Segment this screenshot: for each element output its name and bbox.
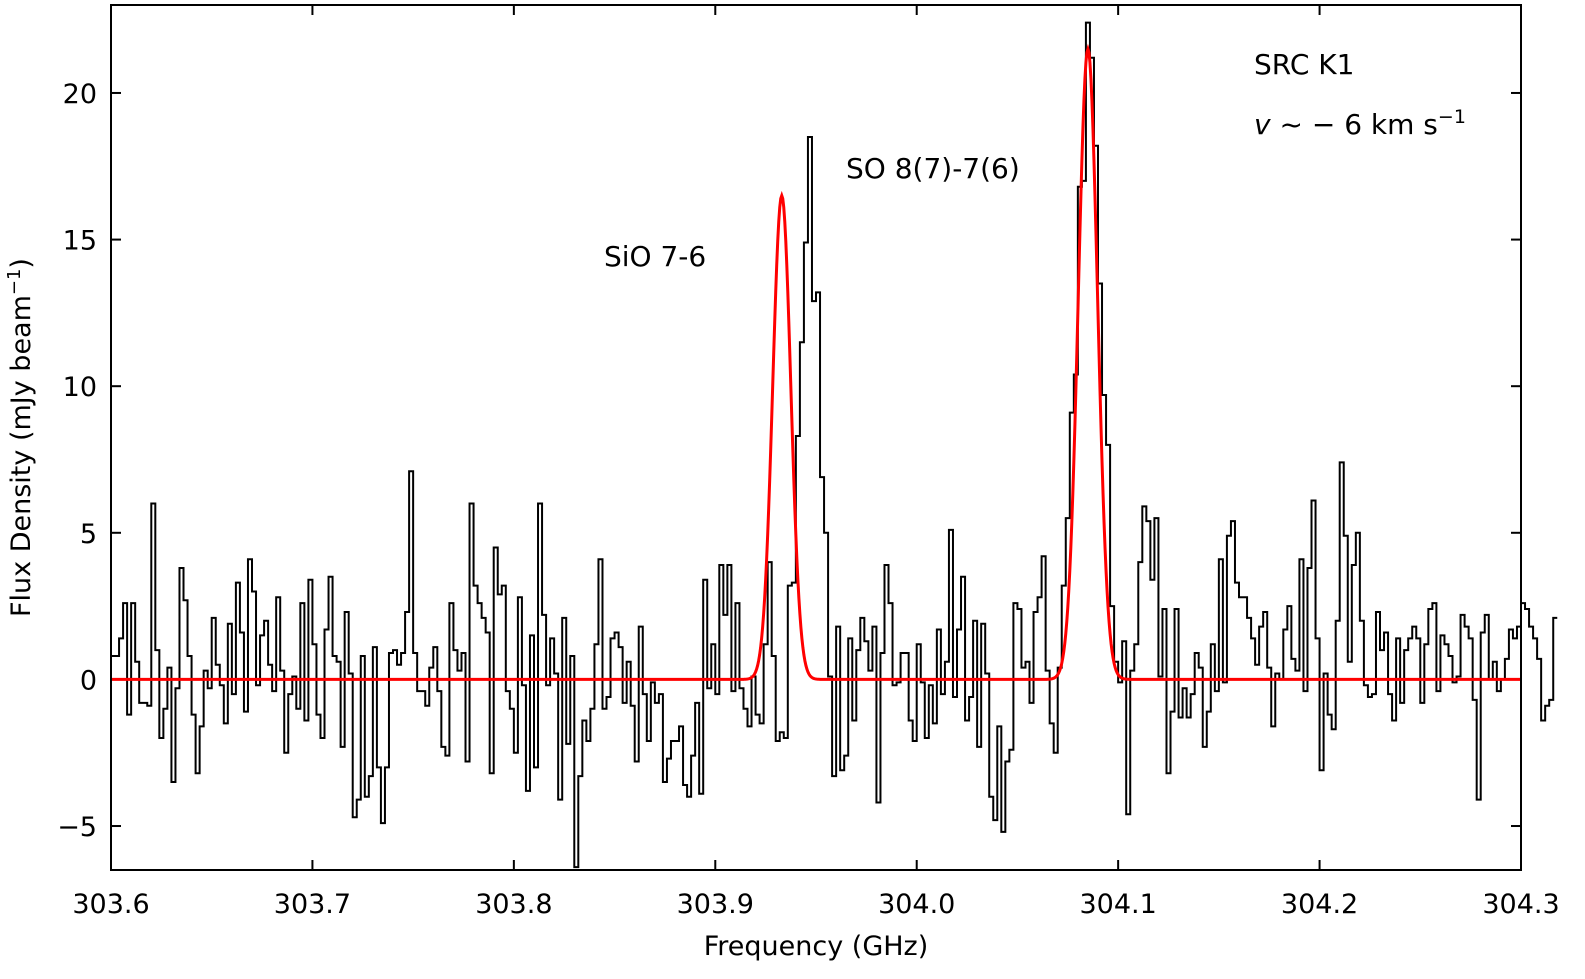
y-axis-label-close: ) [6,258,37,269]
plot-area [111,21,1558,869]
velocity-unit-superscript: −1 [1438,106,1466,128]
so-line-label: SO 8(7)-7(6) [846,152,1020,185]
velocity-value: ~ − 6 km s [1271,108,1438,141]
velocity-symbol: v [1254,108,1271,141]
x-tick-label: 304.2 [1281,889,1358,920]
x-tick-label: 303.8 [475,889,552,920]
y-axis-label-main: Flux Density (mJy beam [6,295,37,617]
y-tick-label: 0 [80,665,97,696]
y-axis-label-superscript: −1 [4,269,25,296]
y-tick-label: 20 [63,79,97,110]
gaussian-fit-line [111,43,1521,681]
sio-line-label: SiO 7-6 [604,240,706,273]
y-tick-label: −5 [57,812,97,843]
x-tick-label: 304.1 [1079,889,1156,920]
x-tick-label: 304.0 [878,889,955,920]
axis-ticks [110,5,1522,870]
x-tick-label: 303.9 [677,889,754,920]
y-tick-label: 5 [80,519,97,550]
x-tick-label: 303.6 [72,889,149,920]
y-tick-label: 15 [63,226,97,257]
y-axis-label: Flux Density (mJy beam−1) [4,258,37,617]
velocity-label: v ~ − 6 km s−1 [1254,106,1466,141]
x-axis-label: Frequency (GHz) [704,931,929,962]
axes-frame [110,4,1522,871]
observed-spectrum-line [111,21,1558,869]
source-label: SRC K1 [1254,48,1354,81]
y-tick-label: 10 [63,372,97,403]
tick-labels: 303.6 303.7 303.8 303.9 304.0 304.1 304.2 304.3… [57,79,1559,920]
x-tick-label: 304.3 [1482,889,1559,920]
x-tick-label: 303.7 [274,889,351,920]
